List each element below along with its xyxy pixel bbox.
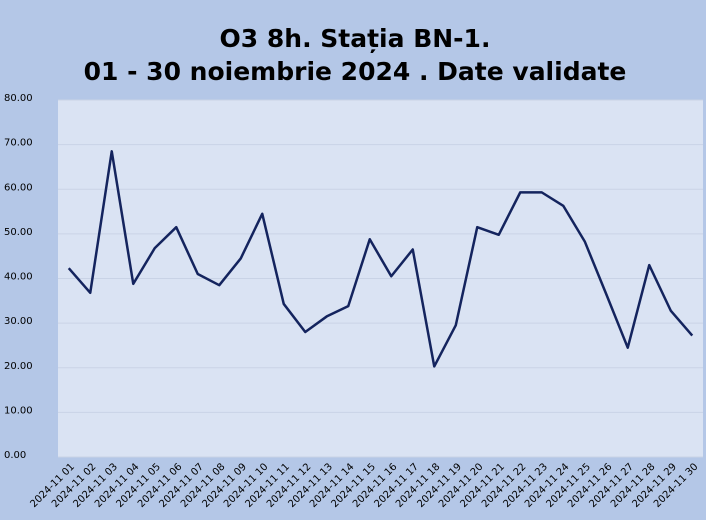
y-tick-label: 0.00 bbox=[4, 450, 26, 461]
y-tick-label: 60.00 bbox=[4, 182, 33, 193]
y-tick-label: 70.00 bbox=[4, 138, 33, 149]
y-tick-label: 20.00 bbox=[4, 361, 33, 372]
data-line bbox=[67, 150, 694, 368]
chart-subtitle: 01 - 30 noiembrie 2024 . Date validate bbox=[84, 57, 627, 86]
y-tick-label: 30.00 bbox=[4, 316, 33, 327]
chart-title: O3 8h. Stația BN-1. bbox=[220, 24, 491, 53]
y-tick-label: 50.00 bbox=[4, 227, 33, 238]
y-tick-label: 40.00 bbox=[4, 272, 33, 283]
y-tick-label: 80.00 bbox=[4, 93, 33, 104]
y-tick-label: 10.00 bbox=[4, 405, 33, 416]
